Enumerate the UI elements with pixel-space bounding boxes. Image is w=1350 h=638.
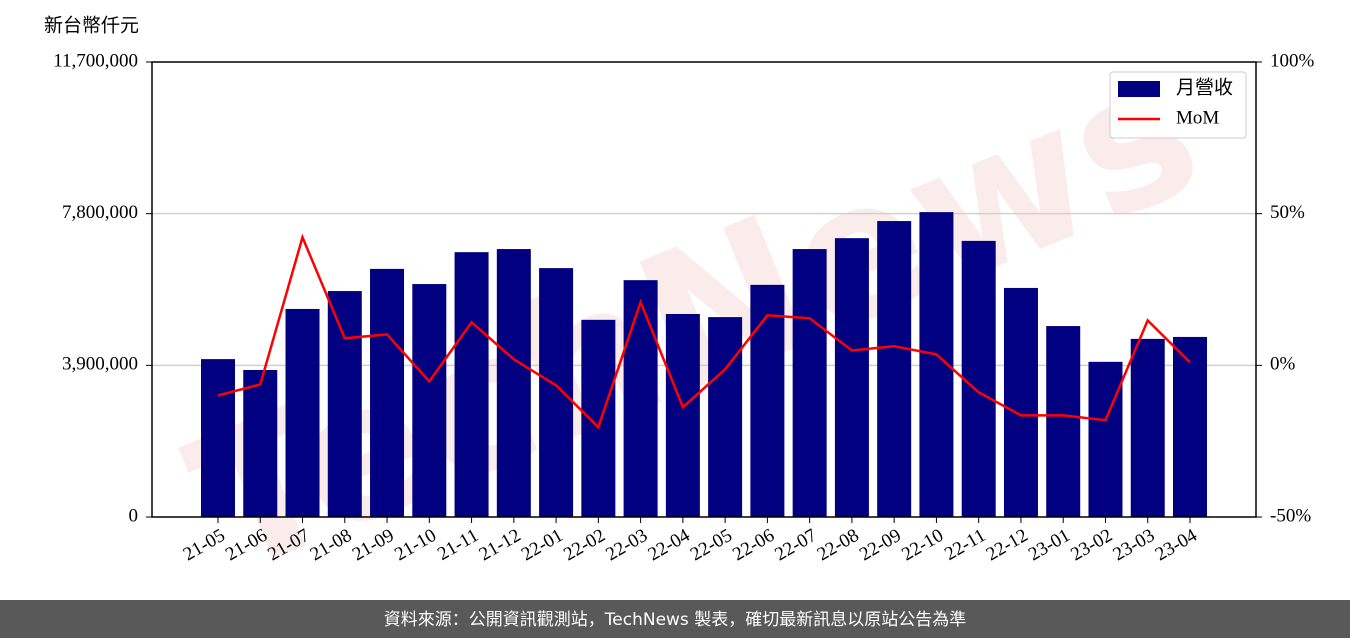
y2-tick-label: 50% xyxy=(1270,202,1305,223)
x-tick-label: 23-01 xyxy=(1025,525,1074,565)
bar xyxy=(665,314,700,517)
footer-bar xyxy=(0,600,1350,638)
x-tick-label: 22-07 xyxy=(771,525,820,565)
bar xyxy=(834,238,869,517)
bar xyxy=(708,317,743,517)
y-tick-label: 3,900,000 xyxy=(62,354,138,375)
x-tick-label: 22-08 xyxy=(814,525,863,565)
bar xyxy=(1088,361,1123,517)
bar xyxy=(243,370,278,517)
bar xyxy=(1046,326,1081,517)
y2-tick-label: -50% xyxy=(1270,505,1311,526)
plot-frame xyxy=(151,61,1257,518)
bar xyxy=(1003,287,1038,517)
x-tick-label: 22-11 xyxy=(941,525,989,565)
footer: 資料來源：公開資訊觀測站，TechNews 製表，確切最新訊息以原站公告為準 xyxy=(384,610,966,630)
x-tick-label: 22-04 xyxy=(645,525,694,566)
bar xyxy=(581,319,616,517)
line xyxy=(217,233,1191,430)
x-tick-label: 23-04 xyxy=(1152,525,1201,566)
bar xyxy=(1173,336,1207,517)
x-tick-label: 22-05 xyxy=(687,525,736,565)
bar xyxy=(201,359,235,517)
legend-label: 月營收 xyxy=(1176,76,1233,98)
bar xyxy=(792,249,827,518)
x-tick-label: 23-02 xyxy=(1067,525,1116,565)
x-tick-label: 23-03 xyxy=(1110,525,1159,565)
bar xyxy=(370,268,405,517)
bar xyxy=(327,291,362,517)
x-tick-label: 22-03 xyxy=(602,525,651,565)
y2-tick-label: 0% xyxy=(1270,354,1296,375)
bar xyxy=(285,308,320,517)
y-tick-label: 11,700,000 xyxy=(53,50,138,71)
x-tick-label: 22-01 xyxy=(518,525,567,565)
bar xyxy=(454,252,489,517)
y-tick-label: 7,800,000 xyxy=(62,202,138,223)
bar xyxy=(412,284,447,517)
x-tick-label: 21-12 xyxy=(476,525,525,565)
y-tick-label: 0 xyxy=(129,505,139,526)
bar xyxy=(1130,338,1165,517)
x-tick-label: 22-10 xyxy=(898,525,947,565)
bar xyxy=(623,280,658,517)
x-tick-label: 22-09 xyxy=(856,525,905,565)
bar xyxy=(496,249,531,518)
bar xyxy=(750,284,785,517)
x-tick-label: 22-12 xyxy=(983,525,1032,565)
bar xyxy=(877,221,912,518)
y-axis-label: 新台幣仟元 xyxy=(44,14,139,36)
x-tick-label: 22-02 xyxy=(560,525,609,565)
x-tick-label: 22-06 xyxy=(729,525,778,565)
bar xyxy=(539,268,574,517)
legend-label: MoM xyxy=(1176,107,1219,128)
bar xyxy=(961,240,996,517)
legend-swatch xyxy=(1118,81,1160,97)
y2-tick-label: 100% xyxy=(1270,50,1315,71)
